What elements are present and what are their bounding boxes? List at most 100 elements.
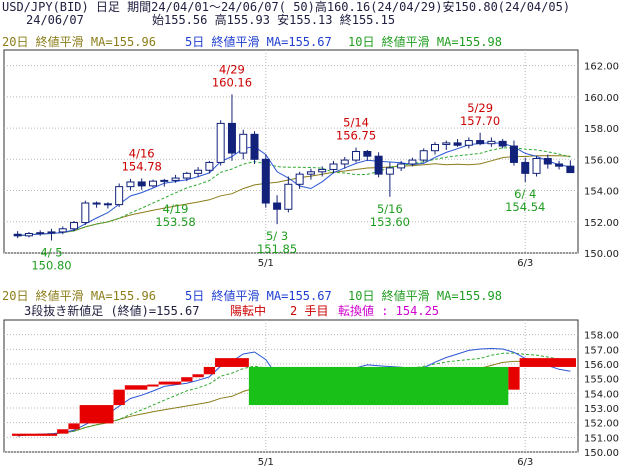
low-value-label: 151.85 xyxy=(257,242,297,256)
high-date-label: 5/14 xyxy=(343,116,369,130)
candle-body xyxy=(532,158,541,174)
header-title: USD/JPY(BID) 日足 期間24/04/01～24/06/07( 50)… xyxy=(2,0,571,14)
candle-body xyxy=(509,145,518,163)
high-value-label: 160.16 xyxy=(212,75,252,89)
line-break-y-tick: 152.00 xyxy=(584,419,619,430)
candle-body xyxy=(13,233,22,237)
low-date-label: 5/ 3 xyxy=(266,229,288,243)
line-break-state: 陽転中 xyxy=(230,304,267,318)
low-date-label: 5/16 xyxy=(377,202,403,216)
candle-body xyxy=(385,167,394,175)
candle-body xyxy=(205,161,214,171)
candle-y-tick: 158.00 xyxy=(584,124,619,135)
candle-body xyxy=(340,159,349,165)
candle-y-tick: 160.00 xyxy=(584,93,619,104)
candle-y-tick: 152.00 xyxy=(584,218,619,229)
bottom-legend-ma20: 20日 終値平滑 MA=155.96 xyxy=(2,289,156,303)
candle-body xyxy=(352,151,361,161)
candle-body xyxy=(521,161,530,174)
candle-body xyxy=(126,181,135,188)
candle-body xyxy=(306,171,315,175)
candle-panel-frame xyxy=(3,49,579,254)
low-value-label: 153.58 xyxy=(155,215,195,229)
line-break-up-block xyxy=(508,366,520,390)
candle-body xyxy=(92,202,101,205)
candle-body xyxy=(408,159,417,165)
candle-body xyxy=(24,232,33,237)
lb-ma10-line xyxy=(17,352,571,437)
candle-body xyxy=(318,168,327,173)
ma10-line xyxy=(17,147,571,237)
candle-y-tick: 150.00 xyxy=(584,249,619,260)
low-value-label: 150.80 xyxy=(31,259,71,273)
candle-body xyxy=(58,228,67,233)
candle-body xyxy=(115,186,124,206)
ma20-line xyxy=(17,155,571,237)
bottom-legend-ma5: 5日 終値平滑 MA=155.67 xyxy=(185,289,332,303)
candle-body xyxy=(566,165,575,174)
candle-body xyxy=(239,133,248,154)
low-date-label: 4/ 5 xyxy=(40,246,62,260)
candle-body xyxy=(487,140,496,145)
candle-body xyxy=(284,183,293,210)
top-legend-ma10: 10日 終値平滑 MA=155.98 xyxy=(348,35,502,49)
candle-body xyxy=(103,203,112,206)
line-break-up-block xyxy=(113,389,125,406)
low-date-label: 4/19 xyxy=(163,202,189,216)
low-date-label: 6/ 4 xyxy=(514,187,536,201)
line-break-up-block xyxy=(519,358,576,367)
candle-body xyxy=(442,142,451,145)
high-date-label: 4/16 xyxy=(129,146,155,160)
candle-body xyxy=(397,163,406,169)
line-break-up-block xyxy=(147,384,159,387)
line-break-up-block xyxy=(79,405,114,424)
high-date-label: 5/29 xyxy=(467,101,493,115)
candle-body xyxy=(227,122,236,154)
low-value-label: 154.54 xyxy=(505,200,545,214)
high-date-label: 4/29 xyxy=(219,62,245,76)
line-break-x-tick: 5/1 xyxy=(258,457,274,468)
line-break-y-tick: 156.00 xyxy=(584,360,619,371)
candle-body xyxy=(194,169,203,174)
line-break-reversal: 転換値 : 154.25 xyxy=(338,304,440,318)
line-break-y-tick: 155.00 xyxy=(584,375,619,386)
candle-body xyxy=(453,142,462,146)
line-break-up-block xyxy=(181,377,193,382)
candle-body xyxy=(295,173,304,185)
line-break-up-block xyxy=(192,374,204,378)
candle-body xyxy=(47,231,56,234)
line-break-up-block xyxy=(158,381,182,385)
chart-header: USD/JPY(BID) 日足 期間24/04/01～24/06/07( 50)… xyxy=(0,0,624,38)
line-break-up-block xyxy=(12,433,58,436)
header-date: 24/06/07 xyxy=(26,13,84,27)
line-break-down-block xyxy=(248,366,509,406)
line-break-x-tick: 6/3 xyxy=(517,457,533,468)
candle-y-tick: 162.00 xyxy=(584,62,619,73)
candle-body xyxy=(555,163,564,167)
candle-body xyxy=(431,143,439,152)
top-legend-ma5: 5日 終値平滑 MA=155.67 xyxy=(185,35,332,49)
candle-body xyxy=(137,181,146,187)
low-value-label: 153.60 xyxy=(370,215,410,229)
candle-body xyxy=(250,133,259,160)
line-break-status: 3段抜き新値足 (終値)=155.67 xyxy=(24,304,200,318)
candle-body xyxy=(329,163,338,170)
high-value-label: 156.75 xyxy=(336,129,376,143)
top-legend-ma20: 20日 終値平滑 MA=155.96 xyxy=(2,35,156,49)
candle-body xyxy=(419,150,428,161)
line-break-y-tick: 154.00 xyxy=(584,389,619,400)
line-break-y-tick: 157.00 xyxy=(584,345,619,356)
line-break-up-block xyxy=(124,385,148,390)
line-break-up-block xyxy=(215,358,249,367)
line-break-y-tick: 150.00 xyxy=(584,448,619,459)
line-break-y-tick: 153.00 xyxy=(584,404,619,415)
line-break-y-tick: 151.00 xyxy=(584,433,619,444)
candle-body xyxy=(374,155,383,175)
line-break-up-block xyxy=(68,423,80,430)
candle-body xyxy=(216,122,225,163)
candle-body xyxy=(182,172,191,179)
line-break-up-block xyxy=(57,429,69,434)
candle-x-tick: 6/3 xyxy=(517,258,533,269)
candle-y-tick: 154.00 xyxy=(584,187,619,198)
